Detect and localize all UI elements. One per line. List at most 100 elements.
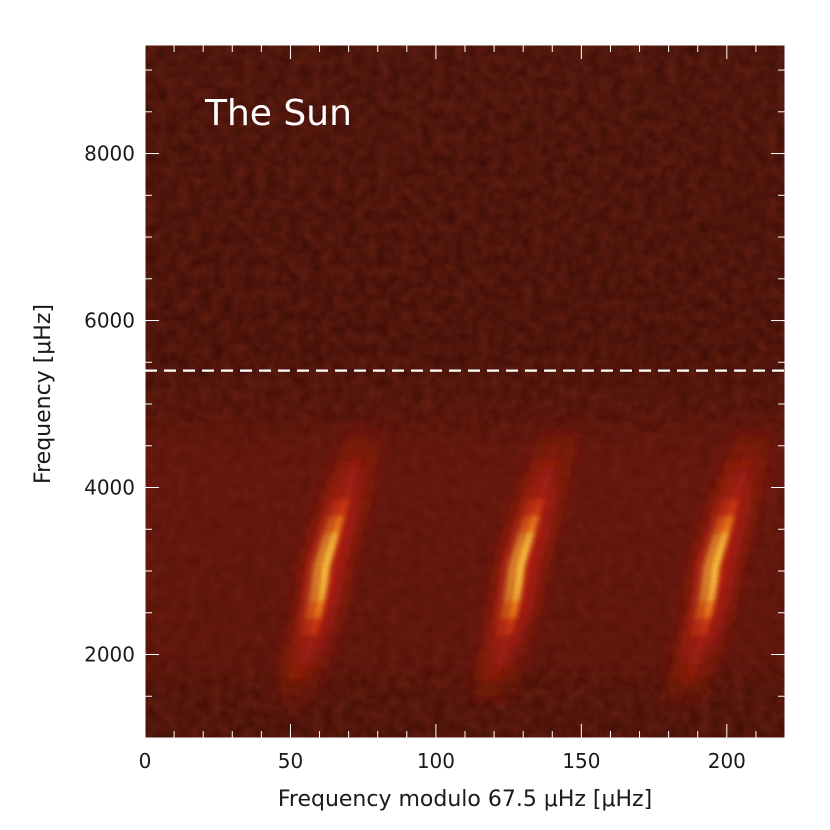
mode-peak <box>515 561 527 567</box>
mode-peak <box>496 624 505 630</box>
mode-peak <box>735 476 747 482</box>
mode-peak <box>299 602 307 607</box>
mode-peak <box>489 674 501 680</box>
mode-peak <box>505 546 513 551</box>
mode-peak <box>520 495 528 500</box>
mode-peak <box>498 579 506 584</box>
mode-peak <box>707 583 719 590</box>
mode-peak <box>514 572 526 578</box>
mode-peak <box>713 528 722 534</box>
mode-peak <box>693 645 705 652</box>
mode-peak <box>301 591 309 596</box>
mode-peak <box>511 551 520 556</box>
mode-peak <box>703 606 715 612</box>
mode-peak <box>317 583 329 590</box>
mode-peak <box>284 658 292 663</box>
mode-peak <box>703 562 712 568</box>
mode-peak <box>305 607 314 613</box>
mode-peak <box>509 600 521 606</box>
mode-peak <box>514 540 523 545</box>
mode-peak <box>518 500 526 505</box>
mode-peak <box>303 645 315 652</box>
mode-peak <box>505 579 514 585</box>
mode-peak <box>501 634 513 640</box>
mode-peak <box>506 573 515 579</box>
mode-peak <box>530 510 542 516</box>
mode-peak <box>283 664 291 669</box>
ridge-2 <box>465 425 582 707</box>
mode-peak <box>493 608 501 613</box>
mode-peak <box>697 557 705 562</box>
mode-peak <box>281 669 289 674</box>
mode-peak <box>682 630 690 635</box>
x-axis-label: Frequency modulo 67.5 μHz [μHz] <box>278 787 652 812</box>
mode-peak <box>676 653 684 658</box>
mode-peak <box>710 512 718 517</box>
mode-peak <box>490 647 499 652</box>
mode-peak <box>297 613 305 618</box>
mode-peak <box>485 664 494 669</box>
mode-peak <box>298 608 306 613</box>
mode-peak <box>495 630 504 635</box>
ridge-modes <box>474 459 557 680</box>
mode-peak <box>689 657 701 663</box>
mode-peak <box>300 630 309 635</box>
mode-peak <box>294 652 303 658</box>
mode-peak <box>310 585 319 590</box>
mode-peak <box>496 591 504 596</box>
mode-peak <box>307 628 319 635</box>
mode-peak <box>536 466 545 472</box>
mode-peak <box>331 500 340 506</box>
mode-peak <box>695 562 703 567</box>
mode-peak <box>687 662 699 668</box>
mode-peak <box>718 484 726 489</box>
mode-peak <box>708 578 720 584</box>
mode-peak <box>732 488 744 494</box>
mode-peak <box>717 489 725 494</box>
mode-peak <box>492 641 501 647</box>
mode-peak <box>533 499 545 505</box>
mode-peak <box>507 568 516 573</box>
mode-peak <box>700 617 712 623</box>
mode-peak <box>513 517 521 522</box>
mode-peak <box>319 540 328 545</box>
mode-peak <box>298 662 310 668</box>
mode-peak <box>727 504 739 511</box>
ridge-glow-blob <box>537 425 582 446</box>
mode-peak <box>311 573 320 579</box>
mode-peak <box>504 623 516 629</box>
mode-peak <box>700 579 709 585</box>
mode-peak <box>543 465 555 471</box>
mode-peak <box>676 675 685 680</box>
mode-peak <box>317 523 325 528</box>
mode-peak <box>531 483 540 489</box>
mode-peak <box>701 568 710 573</box>
mode-peak <box>336 483 345 489</box>
mode-peak <box>518 550 530 556</box>
mode-peak <box>716 517 725 523</box>
mode-peak <box>496 651 508 657</box>
mode-peak <box>345 476 357 482</box>
mode-peak <box>324 500 332 505</box>
mode-peak <box>329 484 337 489</box>
mode-peak <box>337 504 349 511</box>
mode-peak <box>310 579 319 585</box>
mode-peak <box>314 534 322 539</box>
mode-peak <box>499 640 511 646</box>
mode-peak <box>525 527 537 533</box>
mode-peak <box>315 529 323 534</box>
mode-peak <box>479 658 487 663</box>
mode-peak <box>518 528 527 534</box>
mode-peak <box>706 589 718 595</box>
mode-peak <box>519 523 528 528</box>
mode-peak <box>712 555 724 561</box>
x-tick-label: 200 <box>708 749 746 773</box>
mode-peak <box>312 568 321 573</box>
mode-peak <box>334 516 346 522</box>
mode-peak <box>504 585 513 590</box>
mode-peak <box>707 523 715 528</box>
ridges-layer <box>145 425 785 707</box>
mode-peak <box>321 534 330 539</box>
mode-peak <box>717 538 729 544</box>
mode-peak <box>304 568 312 573</box>
